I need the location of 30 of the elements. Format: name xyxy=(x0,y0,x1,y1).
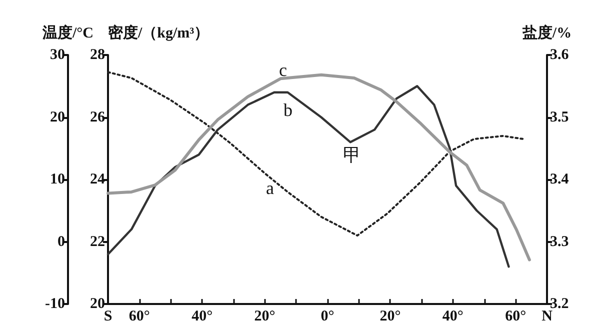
y-tick-label: 20 xyxy=(50,109,65,126)
annotation: b xyxy=(284,100,292,120)
x-tick-label: 20° xyxy=(380,308,401,324)
x-tick-label: 60° xyxy=(128,308,150,324)
y2-tick-label: 26 xyxy=(90,109,106,126)
annotation: c xyxy=(279,60,287,80)
y3-tick-label: 3.4 xyxy=(550,172,570,188)
annotation: a xyxy=(266,178,274,198)
y-tick-label: 30 xyxy=(50,47,65,63)
y3-tick-label: 3.2 xyxy=(550,296,569,312)
y2-tick-label: 22 xyxy=(90,234,105,250)
y2-tick-label: 20 xyxy=(90,296,105,312)
x-tick-label: S xyxy=(104,308,112,324)
y3-tick-label: 3.5 xyxy=(550,109,569,126)
x-tick-label: 40° xyxy=(442,308,464,324)
x-tick-label: 60° xyxy=(505,308,526,324)
y2-tick-label: 24 xyxy=(90,172,106,188)
y2-tick-label: 28 xyxy=(90,47,105,63)
y-axis-title: 温度/°C xyxy=(42,24,94,42)
y-tick-label: 10 xyxy=(50,172,65,188)
annotation: 甲 xyxy=(343,145,361,165)
y3-tick-label: 3.3 xyxy=(550,234,569,250)
y3-tick-label: 3.6 xyxy=(550,47,570,63)
y3-axis-title: 盐度/% xyxy=(521,24,572,42)
y-tick-label: -10 xyxy=(45,296,65,312)
y2-axis-title: 密度/（kg/m³） xyxy=(108,24,210,42)
x-tick-label: N xyxy=(542,308,553,324)
x-tick-label: 40° xyxy=(192,308,213,324)
x-tick-label: 20° xyxy=(254,308,276,324)
x-tick-label: 0° xyxy=(320,308,334,324)
